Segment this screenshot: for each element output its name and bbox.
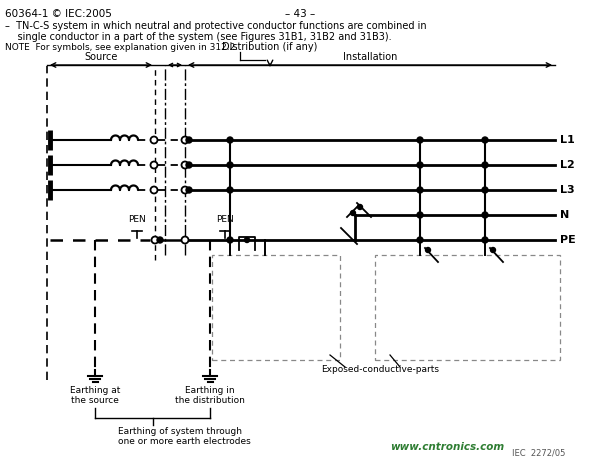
Text: Earthing of system through
one or more earth electrodes: Earthing of system through one or more e… [118,427,250,446]
Circle shape [417,212,423,218]
Text: L2: L2 [560,160,575,170]
Text: Earthing in
the distribution: Earthing in the distribution [175,386,245,406]
Text: PE: PE [560,235,576,245]
Circle shape [157,237,163,243]
Circle shape [482,212,488,218]
Text: L3: L3 [560,185,575,195]
Circle shape [358,204,362,210]
Circle shape [182,162,188,169]
Circle shape [186,137,192,143]
Circle shape [227,237,233,243]
Circle shape [182,136,188,143]
Circle shape [417,162,423,168]
Circle shape [151,162,158,169]
Circle shape [245,237,250,243]
Text: www.cntronics.com: www.cntronics.com [390,442,504,452]
Circle shape [350,211,356,216]
Circle shape [425,248,431,252]
Text: Distribution (if any): Distribution (if any) [223,42,317,52]
Circle shape [417,237,423,243]
Text: – 43 –: – 43 – [285,9,315,19]
Circle shape [227,187,233,193]
Circle shape [482,137,488,143]
Text: Exposed-conductive-parts: Exposed-conductive-parts [321,365,439,374]
Text: NOTE  For symbols, see explanation given in 312.2.: NOTE For symbols, see explanation given … [5,43,238,52]
Circle shape [482,187,488,193]
Text: PEN: PEN [216,215,234,224]
Circle shape [482,237,488,243]
Circle shape [186,162,192,168]
Text: 60364-1 © IEC:2005: 60364-1 © IEC:2005 [5,9,112,19]
Text: Installation: Installation [343,52,397,62]
Circle shape [227,162,233,168]
Circle shape [186,187,192,193]
Text: L1: L1 [560,135,575,145]
Text: –  TN-C-S system in which neutral and protective conductor functions are combine: – TN-C-S system in which neutral and pro… [5,21,427,31]
Text: IEC  2272/05: IEC 2272/05 [512,449,565,458]
Text: PEN: PEN [128,215,146,224]
Circle shape [151,236,158,243]
Text: Source: Source [85,52,118,62]
Text: single conductor in a part of the system (see Figures 31B1, 31B2 and 31B3).: single conductor in a part of the system… [5,32,392,42]
Circle shape [151,187,158,194]
Circle shape [417,137,423,143]
Circle shape [482,162,488,168]
Circle shape [182,236,188,243]
Text: Earthing at
the source: Earthing at the source [70,386,120,406]
Circle shape [151,136,158,143]
Text: N: N [560,210,569,220]
Circle shape [182,187,188,194]
Circle shape [227,137,233,143]
Circle shape [491,248,496,252]
Circle shape [417,187,423,193]
